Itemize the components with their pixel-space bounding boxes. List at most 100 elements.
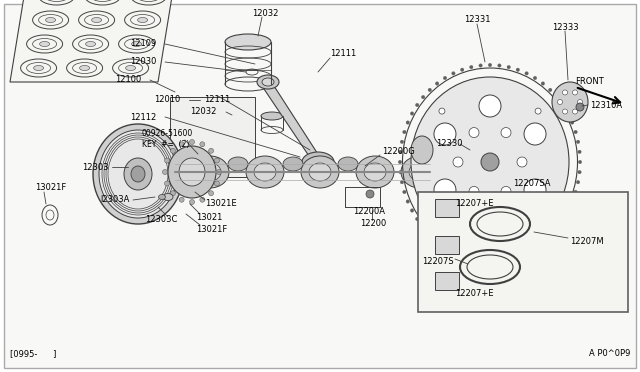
Ellipse shape [86, 42, 95, 46]
Text: 12207SA: 12207SA [513, 180, 550, 189]
Bar [435, 236, 459, 254]
Bar [170, 97, 255, 177]
Ellipse shape [170, 148, 175, 153]
Ellipse shape [563, 109, 568, 114]
Ellipse shape [573, 109, 577, 114]
Ellipse shape [479, 207, 501, 229]
Ellipse shape [501, 128, 511, 138]
Ellipse shape [576, 140, 580, 144]
Ellipse shape [338, 157, 358, 171]
Ellipse shape [92, 17, 102, 22]
Ellipse shape [200, 197, 205, 202]
Polygon shape [10, 0, 176, 82]
Ellipse shape [366, 190, 374, 198]
Text: 13021F: 13021F [35, 183, 67, 192]
Ellipse shape [261, 112, 283, 120]
Ellipse shape [403, 130, 406, 134]
Ellipse shape [452, 72, 455, 75]
Ellipse shape [435, 239, 439, 242]
Ellipse shape [309, 157, 327, 167]
Ellipse shape [469, 186, 479, 196]
Ellipse shape [507, 255, 511, 259]
Ellipse shape [179, 197, 184, 202]
Ellipse shape [434, 179, 456, 201]
Ellipse shape [555, 225, 559, 229]
Ellipse shape [444, 244, 447, 248]
Ellipse shape [199, 163, 221, 181]
Ellipse shape [209, 191, 214, 196]
Ellipse shape [364, 163, 386, 181]
Text: 12032: 12032 [252, 10, 278, 19]
Ellipse shape [200, 142, 205, 147]
Text: 12111: 12111 [330, 49, 356, 58]
Ellipse shape [574, 190, 577, 194]
Ellipse shape [163, 193, 173, 201]
Ellipse shape [578, 170, 581, 174]
Ellipse shape [460, 68, 464, 71]
Ellipse shape [209, 148, 214, 153]
Text: 12331: 12331 [464, 16, 490, 25]
Text: 12032: 12032 [190, 108, 216, 116]
Bar [435, 272, 459, 290]
Ellipse shape [557, 99, 563, 105]
Ellipse shape [533, 76, 537, 80]
Ellipse shape [525, 72, 529, 75]
Ellipse shape [164, 181, 170, 186]
Text: l2303A: l2303A [100, 196, 129, 205]
Ellipse shape [228, 157, 248, 171]
Ellipse shape [488, 63, 492, 67]
Ellipse shape [179, 142, 184, 147]
Text: 12310A: 12310A [590, 100, 622, 109]
Text: 12303C: 12303C [145, 215, 177, 224]
Ellipse shape [533, 244, 537, 248]
Text: 12207+E: 12207+E [455, 199, 493, 208]
Text: A P0^0P9: A P0^0P9 [589, 350, 630, 359]
Ellipse shape [262, 78, 274, 86]
Ellipse shape [481, 153, 499, 171]
Text: 12207S: 12207S [422, 257, 454, 266]
Ellipse shape [283, 157, 303, 171]
Ellipse shape [578, 150, 581, 154]
Ellipse shape [535, 210, 541, 216]
Ellipse shape [439, 108, 445, 114]
Ellipse shape [479, 95, 501, 117]
Ellipse shape [498, 257, 501, 260]
Ellipse shape [452, 249, 455, 252]
Text: 12207+E: 12207+E [455, 289, 493, 298]
Ellipse shape [517, 157, 527, 167]
Ellipse shape [488, 257, 492, 261]
Ellipse shape [541, 239, 545, 242]
Ellipse shape [579, 160, 582, 164]
Ellipse shape [34, 65, 44, 71]
Ellipse shape [479, 257, 483, 260]
Text: 13021E: 13021E [205, 199, 237, 208]
Ellipse shape [225, 34, 271, 50]
Ellipse shape [561, 103, 564, 107]
Ellipse shape [189, 140, 195, 144]
Ellipse shape [399, 150, 403, 154]
Text: 12111: 12111 [204, 96, 230, 105]
Ellipse shape [421, 225, 425, 229]
Bar [418, 192, 628, 312]
Ellipse shape [40, 42, 50, 46]
Text: 12010: 12010 [154, 96, 180, 105]
Ellipse shape [401, 156, 439, 188]
Ellipse shape [99, 130, 177, 218]
Ellipse shape [131, 166, 145, 182]
Ellipse shape [170, 191, 175, 196]
Ellipse shape [570, 200, 574, 203]
Ellipse shape [400, 180, 404, 184]
Ellipse shape [399, 170, 403, 174]
Ellipse shape [428, 88, 431, 92]
Text: 12100: 12100 [115, 76, 141, 84]
Ellipse shape [257, 75, 279, 89]
Text: 12303: 12303 [82, 163, 109, 171]
Ellipse shape [410, 112, 414, 115]
Ellipse shape [132, 42, 141, 46]
Ellipse shape [214, 181, 220, 186]
Bar [188, 107, 248, 162]
Text: FRONT: FRONT [575, 77, 604, 87]
Ellipse shape [421, 95, 425, 99]
Text: 12333: 12333 [552, 22, 579, 32]
Polygon shape [262, 86, 323, 162]
